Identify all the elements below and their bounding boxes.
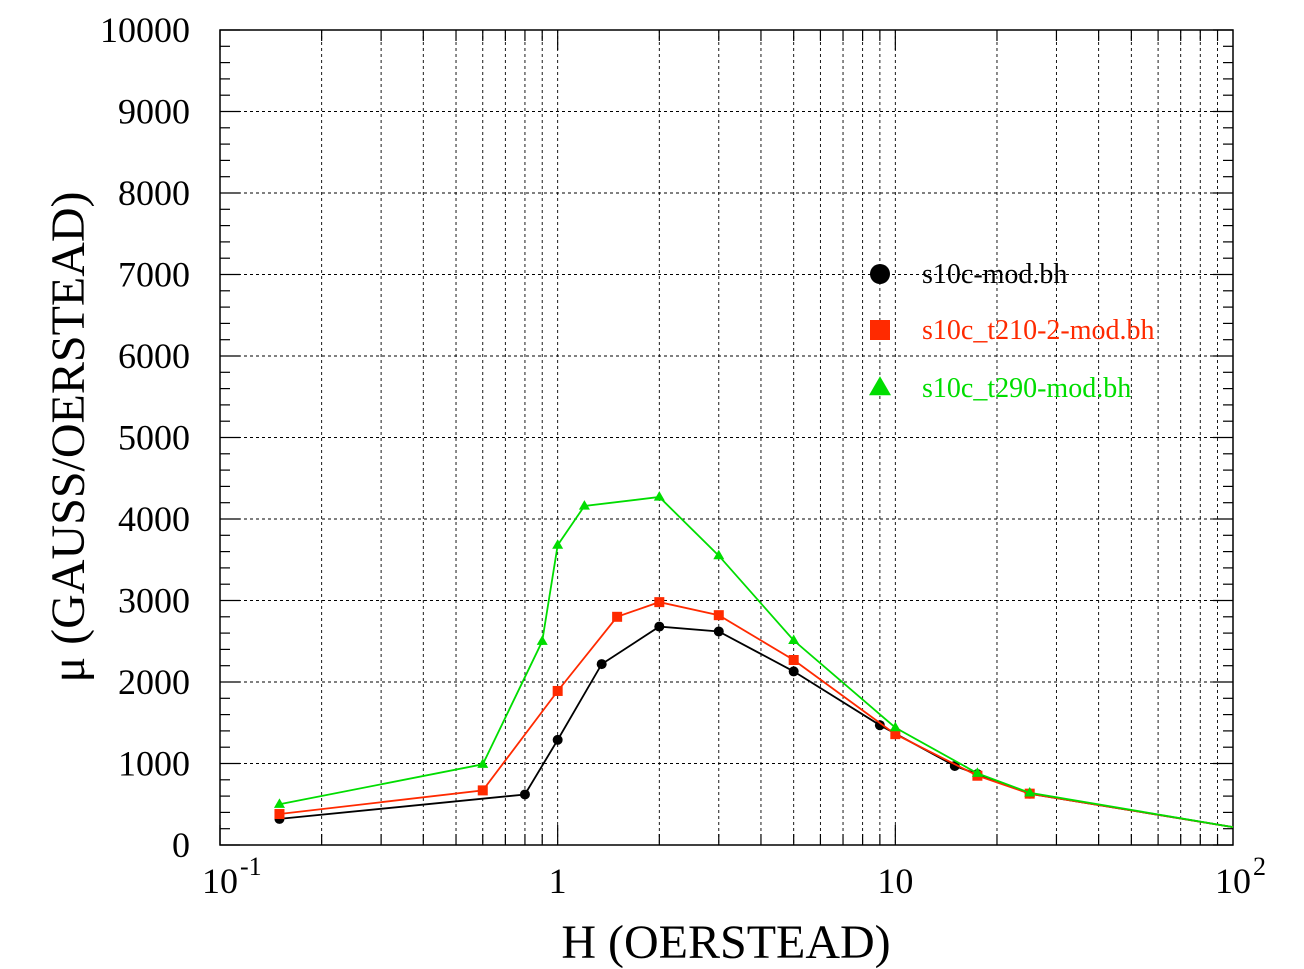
legend-label: s10c_t210-2-mod.bh <box>922 315 1155 346</box>
x-tick-label: 10 <box>202 861 238 901</box>
data-point <box>274 809 285 820</box>
x-tick-labels: 10 -1 1 10 10 2 <box>202 852 1266 901</box>
data-point <box>536 635 548 645</box>
data-point <box>788 666 799 677</box>
data-point <box>653 491 665 501</box>
x-tick-exponent: -1 <box>240 852 262 881</box>
data-point <box>552 685 563 696</box>
grid <box>220 30 1233 845</box>
data-point <box>519 789 530 800</box>
data-point <box>612 611 623 622</box>
x-tick-label: 1 <box>549 861 567 901</box>
legend-marker <box>870 320 890 340</box>
y-tick-label: 3000 <box>118 581 190 621</box>
data-point <box>788 654 799 665</box>
data-point <box>477 785 488 796</box>
data-point <box>552 734 563 745</box>
data-point <box>889 721 901 732</box>
x-tick-label: 10 <box>1215 861 1251 901</box>
y-tick-label: 7000 <box>118 255 190 295</box>
data-point <box>477 758 489 768</box>
data-point <box>654 621 665 632</box>
x-axis-title: H (OERSTEAD) <box>561 916 890 969</box>
legend-marker <box>870 264 890 284</box>
data-point <box>273 798 285 808</box>
y-tick-label: 2000 <box>118 662 190 702</box>
series-line <box>279 496 1234 828</box>
data-point <box>971 767 983 777</box>
y-tick-label: 0 <box>172 825 190 865</box>
y-axis-title: μ (GAUSS/OERSTEAD) <box>42 191 95 682</box>
y-tick-labels: 0 1000 2000 3000 4000 5000 6000 7000 8000 9000 100… <box>100 10 190 865</box>
y-tick-label: 9000 <box>118 92 190 132</box>
legend-label: s10c-mod.bh <box>922 259 1067 290</box>
series-3 <box>273 491 1234 828</box>
y-tick-label: 1000 <box>118 744 190 784</box>
y-tick-label: 5000 <box>118 418 190 458</box>
y-tick-label: 8000 <box>118 173 190 213</box>
series-1 <box>274 621 1234 828</box>
y-tick-label: 4000 <box>118 499 190 539</box>
data-point <box>874 720 885 731</box>
series-2 <box>274 597 1234 828</box>
series-line <box>279 601 1234 828</box>
data-point <box>578 500 590 510</box>
data-point <box>713 626 724 637</box>
data-point <box>788 634 800 645</box>
legend: s10c-mod.bh s10c_t210-2-mod.bh s10c_t290-m… <box>869 259 1155 404</box>
legend-label: s10c_t290-mod.bh <box>922 373 1131 404</box>
data-point <box>890 729 901 740</box>
legend-marker <box>869 376 891 396</box>
data-point <box>1024 786 1036 797</box>
data-point <box>596 659 607 670</box>
x-tick-exponent: 2 <box>1253 852 1266 881</box>
data-point <box>713 549 725 560</box>
series-layer <box>273 491 1234 828</box>
data-point <box>713 610 724 621</box>
y-tick-label: 10000 <box>100 10 190 50</box>
x-tick-label: 10 <box>877 861 913 901</box>
axis-ticks <box>219 29 1233 846</box>
data-point <box>654 597 665 608</box>
y-tick-label: 6000 <box>118 336 190 376</box>
data-point <box>552 539 564 549</box>
